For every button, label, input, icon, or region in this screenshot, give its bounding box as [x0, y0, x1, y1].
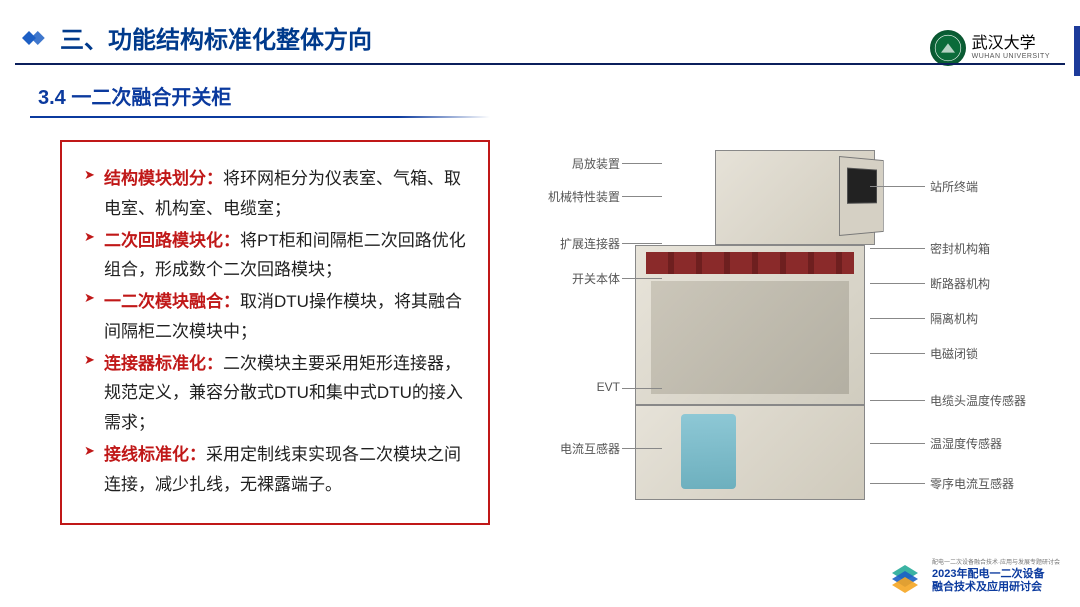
cabinet-panel-door: [839, 156, 884, 236]
diagram-label-right: 密封机构箱: [930, 240, 990, 257]
bullet-item: 结构模块划分：将环网柜分为仪表室、气箱、取电室、机构室、电缆室；: [84, 164, 472, 224]
lead-line: [622, 163, 662, 164]
lead-line: [622, 243, 662, 244]
diagram-label-left: 机械特性装置: [510, 188, 620, 205]
lead-line: [870, 186, 925, 187]
header-divider: [15, 63, 1065, 65]
lead-line: [622, 196, 662, 197]
lead-line: [870, 318, 925, 319]
diagram-label-left: EVT: [510, 380, 620, 394]
bullet-item: 接线标准化：采用定制线束实现各二次模块之间连接，减少扎线，无裸露端子。: [84, 440, 472, 500]
lead-line: [622, 388, 662, 389]
diagram-label-left: 电流互感器: [510, 440, 620, 457]
lead-line: [622, 448, 662, 449]
logo-seal-icon: [930, 30, 966, 66]
bullet-bold: 一二次模块融合：: [104, 292, 240, 311]
cabinet-main: [635, 245, 865, 405]
bullet-bold: 连接器标准化：: [104, 354, 223, 373]
diagram-label-right: 零序电流互感器: [930, 475, 1014, 492]
diagram-label-left: 局放装置: [510, 155, 620, 172]
diagram-label-right: 隔离机构: [930, 310, 978, 327]
subheader: 3.4 一二次融合开关柜: [0, 63, 1080, 118]
accent-bar: [1074, 26, 1080, 76]
header-diamond-icon: [15, 26, 50, 50]
bullet-text-box: 结构模块划分：将环网柜分为仪表室、气箱、取电室、机构室、电缆室；二次回路模块化：…: [60, 140, 490, 525]
diagram-label-right: 电缆头温度传感器: [930, 392, 1026, 409]
footer-line2: 融合技术及应用研讨会: [932, 581, 1042, 593]
footer-line1: 2023年配电一二次设备: [932, 568, 1044, 580]
footer-text: 配电一二次设备融合技术·应用与发展专题研讨会 2023年配电一二次设备 融合技术…: [932, 560, 1060, 595]
lead-line: [870, 353, 925, 354]
diagram-label-right: 电磁闭锁: [930, 345, 978, 362]
lead-line: [870, 400, 925, 401]
cabinet-lower: [635, 405, 865, 500]
lead-line: [870, 248, 925, 249]
university-logo: 武汉大学 WUHAN UNIVERSITY: [930, 30, 1050, 66]
diagram-label-left: 开关本体: [510, 270, 620, 287]
bullet-item: 二次回路模块化：将PT柜和间隔柜二次回路优化组合，形成数个二次回路模块；: [84, 226, 472, 286]
lead-line: [870, 483, 925, 484]
logo-text-cn: 武汉大学: [972, 35, 1050, 53]
diagram-label-right: 站所终端: [930, 178, 978, 195]
content-area: 结构模块划分：将环网柜分为仪表室、气箱、取电室、机构室、电缆室；二次回路模块化：…: [0, 118, 1080, 525]
bullet-item: 连接器标准化：二次模块主要采用矩形连接器，规范定义，兼容分散式DTU和集中式DT…: [84, 349, 472, 438]
cabinet-body: [635, 150, 885, 500]
slide-footer: 配电一二次设备融合技术·应用与发展专题研讨会 2023年配电一二次设备 融合技术…: [888, 560, 1060, 595]
lead-line: [870, 283, 925, 284]
lead-line: [870, 443, 925, 444]
cabinet-diagram: 局放装置机械特性装置扩展连接器开关本体 EVT 电流互感器 站所终端密封机构箱断路器…: [510, 140, 1050, 520]
header-title: 三、功能结构标准化整体方向: [60, 20, 372, 55]
bullet-list: 结构模块划分：将环网柜分为仪表室、气箱、取电室、机构室、电缆室；二次回路模块化：…: [84, 164, 472, 499]
diagram-label-right: 温湿度传感器: [930, 435, 1002, 452]
bullet-item: 一二次模块融合：取消DTU操作模块，将其融合间隔柜二次模块中；: [84, 287, 472, 347]
bullet-bold: 二次回路模块化：: [104, 231, 240, 250]
diagram-label-right: 断路器机构: [930, 275, 990, 292]
subheader-title: 3.4 一二次融合开关柜: [38, 81, 1080, 116]
bullet-bold: 接线标准化：: [104, 445, 206, 464]
lead-line: [622, 278, 662, 279]
diagram-label-left: 扩展连接器: [510, 235, 620, 252]
cabinet-upper: [715, 150, 875, 245]
bullet-bold: 结构模块划分：: [104, 169, 223, 188]
footer-logo-icon: [888, 563, 922, 593]
slide-header: 三、功能结构标准化整体方向 武汉大学 WUHAN UNIVERSITY: [0, 0, 1080, 63]
logo-text-en: WUHAN UNIVERSITY: [972, 53, 1050, 61]
footer-tagline: 配电一二次设备融合技术·应用与发展专题研讨会: [932, 560, 1060, 568]
